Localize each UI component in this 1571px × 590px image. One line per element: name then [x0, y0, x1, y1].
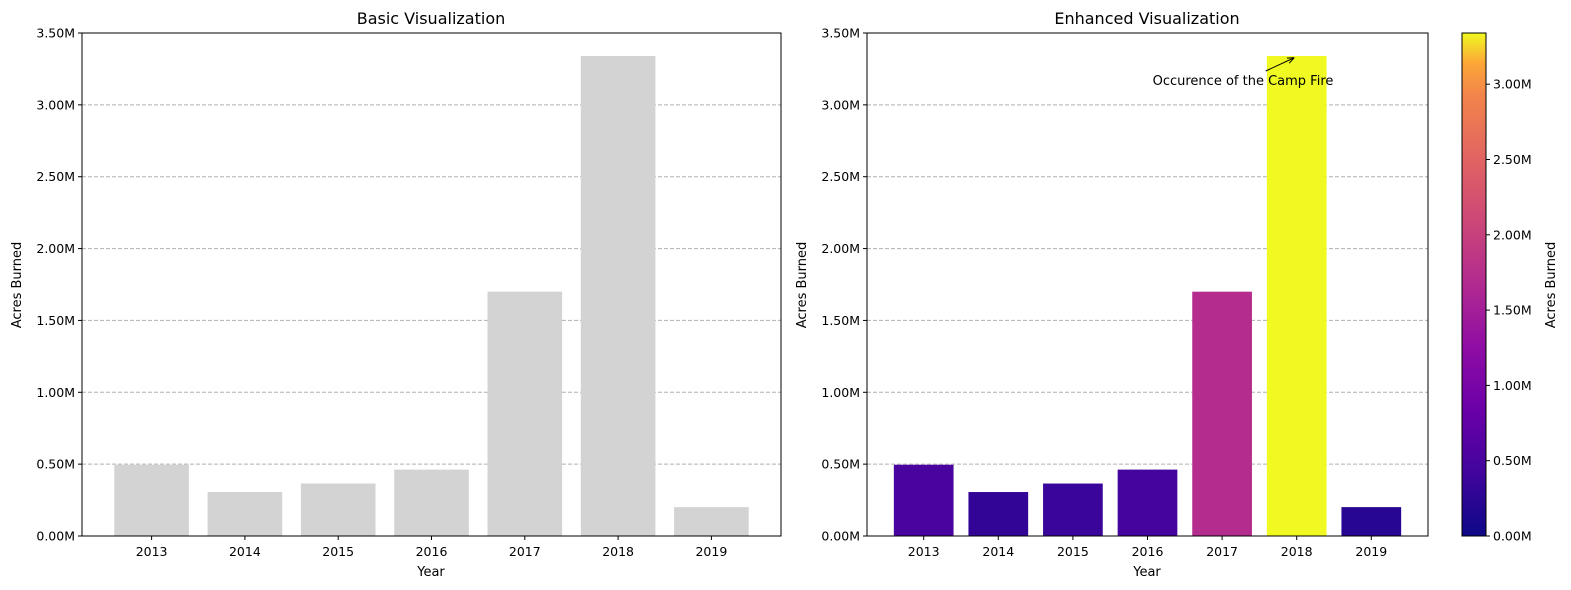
annotation-arrow [1265, 58, 1294, 72]
bars [114, 55, 749, 536]
annotation-text: Occurence of the Camp Fire [1153, 74, 1334, 89]
x-tick-label: 2017 [509, 544, 541, 559]
x-tick-label: 2015 [1057, 544, 1089, 559]
bar [394, 469, 469, 536]
colorbar-tick-label: 0.50M [1493, 453, 1532, 468]
bar [487, 291, 563, 536]
y-tick-label: 3.50M [821, 26, 860, 41]
bar [114, 464, 189, 536]
y-axis-label: Acres Burned [10, 242, 25, 329]
x-ticks: 2013 2014 2015 2016 2017 2018 2019 [908, 536, 1387, 559]
y-tick-label: 0.50M [821, 457, 860, 472]
bar [893, 464, 954, 536]
y-axis-label: Acres Burned [795, 242, 810, 329]
y-tick-label: 1.50M [821, 313, 860, 328]
x-tick-label: 2017 [1206, 544, 1238, 559]
grid-lines [82, 32, 781, 465]
colorbar-tick-label: 2.00M [1493, 227, 1532, 242]
bar [968, 492, 1029, 536]
x-tick-label: 2016 [1132, 544, 1164, 559]
bars [893, 55, 1402, 536]
x-tick-label: 2014 [229, 544, 261, 559]
colorbar-tick-label: 0.00M [1493, 529, 1532, 544]
y-tick-label: 1.50M [36, 313, 75, 328]
colorbar-tick-label: 2.50M [1493, 152, 1532, 167]
x-axis-label: Year [1132, 565, 1161, 580]
bar [300, 483, 376, 536]
basic-chart: Basic Visualization 0.00M 0.50M 1.00M 1.50M… [10, 9, 782, 580]
x-tick-label: 2018 [1281, 544, 1313, 559]
bar [674, 507, 749, 536]
colorbar-ticks: 0.00M 0.50M 1.00M 1.50M 2.00M 2.50M 3.00M [1486, 77, 1532, 544]
y-tick-label: 0.00M [36, 529, 75, 544]
x-tick-label: 2013 [136, 544, 168, 559]
x-tick-label: 2014 [982, 544, 1014, 559]
x-tick-label: 2019 [695, 544, 727, 559]
x-tick-label: 2013 [908, 544, 940, 559]
x-tick-label: 2019 [1355, 544, 1387, 559]
colorbar-gradient [1461, 32, 1487, 537]
y-tick-label: 0.50M [36, 457, 75, 472]
chart-title: Basic Visualization [357, 9, 506, 28]
plot-frame [81, 32, 782, 537]
colorbar-label: Acres Burned [1544, 242, 1559, 329]
y-tick-label: 3.50M [36, 26, 75, 41]
y-tick-label: 1.00M [821, 385, 860, 400]
x-ticks: 2013 2014 2015 2016 2017 2018 2019 [136, 536, 727, 559]
enhanced-chart: Enhanced Visualization 0.00M 0.50M 1.00M 1.… [795, 9, 1559, 580]
colorbar-tick-label: 1.50M [1493, 303, 1532, 318]
colorbar-tick-label: 3.00M [1493, 77, 1532, 92]
y-tick-label: 0.00M [821, 529, 860, 544]
grid-lines [867, 32, 1428, 465]
y-tick-label: 3.00M [36, 97, 75, 112]
bar [580, 55, 656, 536]
colorbar-tick-label: 1.00M [1493, 378, 1532, 393]
y-tick-label: 2.00M [36, 241, 75, 256]
bar [207, 492, 283, 536]
colorbar: 0.00M 0.50M 1.00M 1.50M 2.00M 2.50M 3.00M Acre… [1461, 32, 1559, 544]
y-tick-label: 2.50M [36, 169, 75, 184]
y-tick-label: 1.00M [36, 385, 75, 400]
annotation: Occurence of the Camp Fire [1153, 58, 1334, 89]
bar [1266, 55, 1327, 536]
x-axis-label: Year [416, 565, 445, 580]
chart-title: Enhanced Visualization [1054, 9, 1239, 28]
y-tick-label: 2.50M [821, 169, 860, 184]
bar [1192, 291, 1252, 536]
y-tick-label: 2.00M [821, 241, 860, 256]
bar [1117, 469, 1178, 536]
y-ticks: 0.00M 0.50M 1.00M 1.50M 2.00M 2.50M 3.00M 3.50M [821, 26, 867, 544]
x-tick-label: 2018 [602, 544, 634, 559]
bar [1341, 507, 1402, 536]
y-ticks: 0.00M 0.50M 1.00M 1.50M 2.00M 2.50M 3.00M 3.50M [36, 26, 82, 544]
y-tick-label: 3.00M [821, 97, 860, 112]
x-tick-label: 2015 [322, 544, 354, 559]
plot-frame [866, 32, 1429, 537]
bar [1043, 483, 1103, 536]
x-tick-label: 2016 [416, 544, 448, 559]
